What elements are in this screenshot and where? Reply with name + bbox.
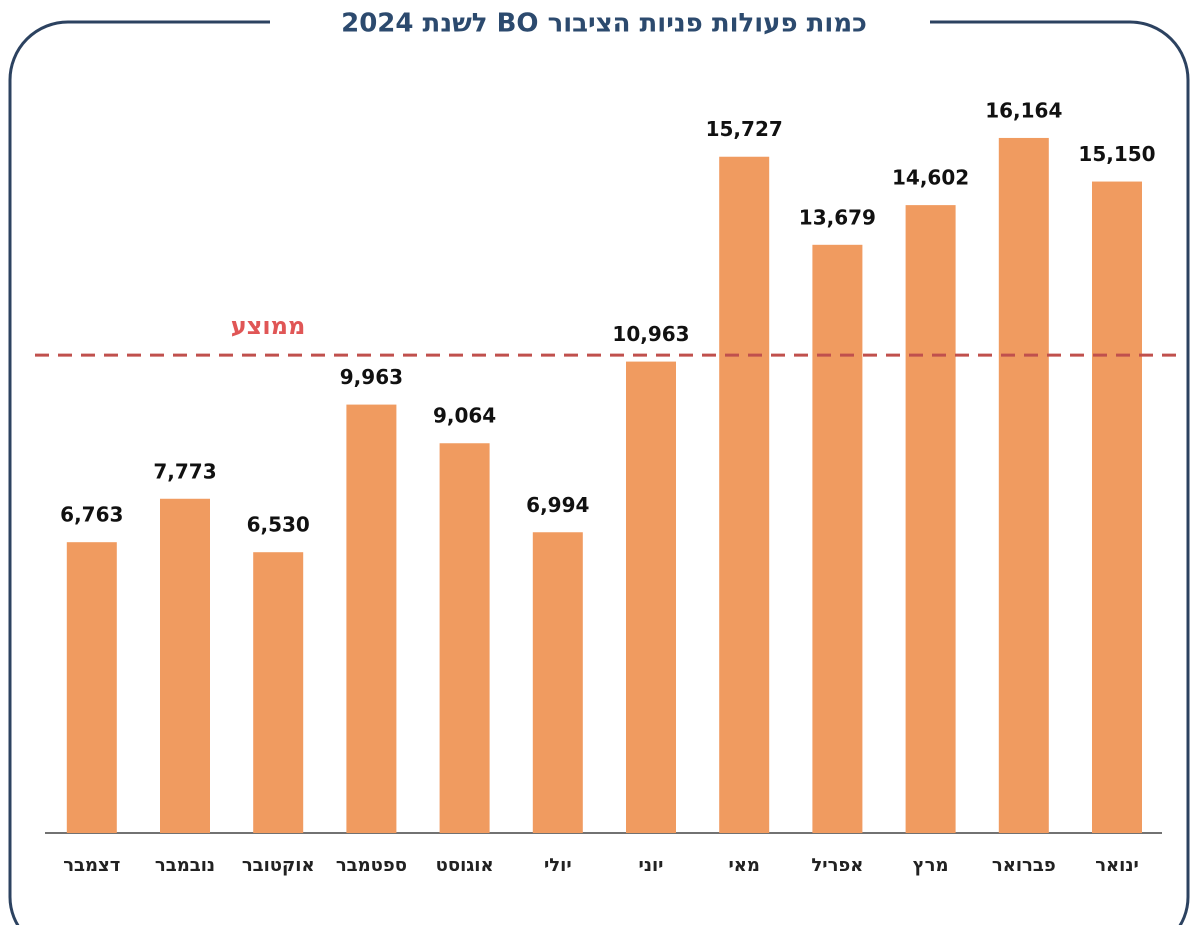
value-label: 13,679: [799, 205, 876, 229]
value-label: 9,064: [433, 404, 496, 428]
x-tick-label: מאי: [728, 855, 759, 876]
x-tick-label: מרץ: [913, 855, 949, 876]
value-label: 15,150: [1078, 142, 1155, 166]
average-label: ממוצע: [231, 312, 306, 340]
value-label: 6,994: [526, 493, 589, 517]
bar: [66, 542, 117, 833]
value-label: 15,727: [706, 117, 783, 141]
x-tick-label: אוקטובר: [242, 855, 315, 876]
bar: [160, 498, 210, 833]
bar: [719, 156, 770, 833]
x-tick-label: אוגוסט: [436, 855, 494, 876]
value-label: 6,530: [247, 513, 310, 537]
value-label: 10,963: [612, 322, 689, 346]
bar: [439, 443, 490, 833]
bar: [626, 361, 676, 833]
value-label: 7,773: [153, 459, 216, 483]
bar: [905, 205, 956, 833]
bar: [998, 137, 1049, 833]
x-tick-label: דצמבר: [63, 855, 120, 876]
value-label: 9,963: [340, 365, 403, 389]
x-tick-label: פברואר: [992, 855, 1056, 876]
chart-title: כמות פעולות פניות הציבור BO לשנת 2024: [341, 9, 867, 39]
value-label: 16,164: [985, 98, 1062, 122]
x-tick-label: אפריל: [811, 855, 863, 876]
bar: [253, 552, 304, 833]
x-tick-label: ספטמבר: [336, 855, 407, 876]
x-tick-label: נובמבר: [155, 855, 215, 876]
bar: [346, 404, 397, 833]
value-label: 6,763: [60, 503, 123, 527]
x-tick-label: ינואר: [1095, 855, 1139, 876]
x-tick-label: יוני: [639, 855, 664, 876]
bar: [1092, 181, 1142, 834]
frame: [8, 20, 1190, 925]
bar: [812, 244, 863, 834]
bar: [532, 532, 583, 833]
x-tick-label: יולי: [544, 855, 572, 876]
value-label: 14,602: [892, 166, 969, 190]
